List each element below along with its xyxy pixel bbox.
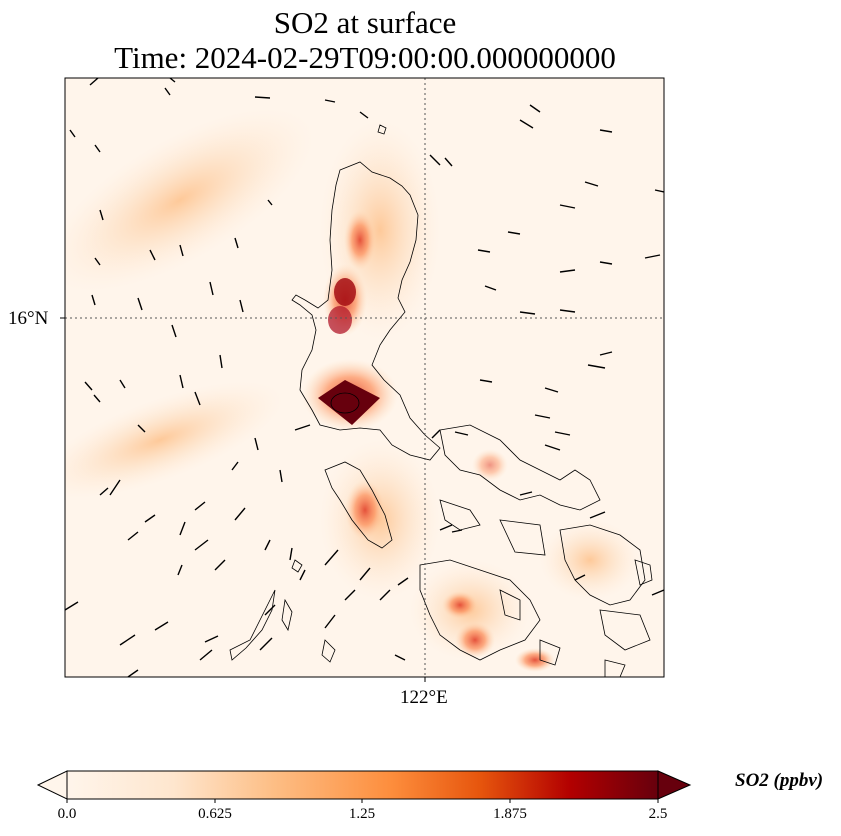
lon-tick-label: 122°E (400, 687, 448, 708)
so2-field (65, 108, 640, 672)
map-plot-area (65, 78, 664, 677)
lat-tick-label: 16°N (8, 308, 49, 329)
colorbar-tick-label: 0.0 (57, 806, 77, 822)
map-title: SO2 at surface (273, 5, 457, 40)
colorbar-tick-label: 1.25 (348, 806, 376, 822)
coastlines (229, 124, 653, 677)
colorbar-tick-label: 0.625 (198, 806, 232, 822)
map-frame (64, 77, 665, 678)
colorbar-label: SO2 (ppbv) (735, 770, 824, 791)
colorbar-tick-label: 1.875 (493, 806, 527, 822)
wind-vectors (65, 78, 664, 677)
colorbar-tick-label: 2.5 (648, 806, 668, 822)
map-subtitle-time: Time: 2024-02-29T09:00:00.000000000 (114, 40, 616, 75)
